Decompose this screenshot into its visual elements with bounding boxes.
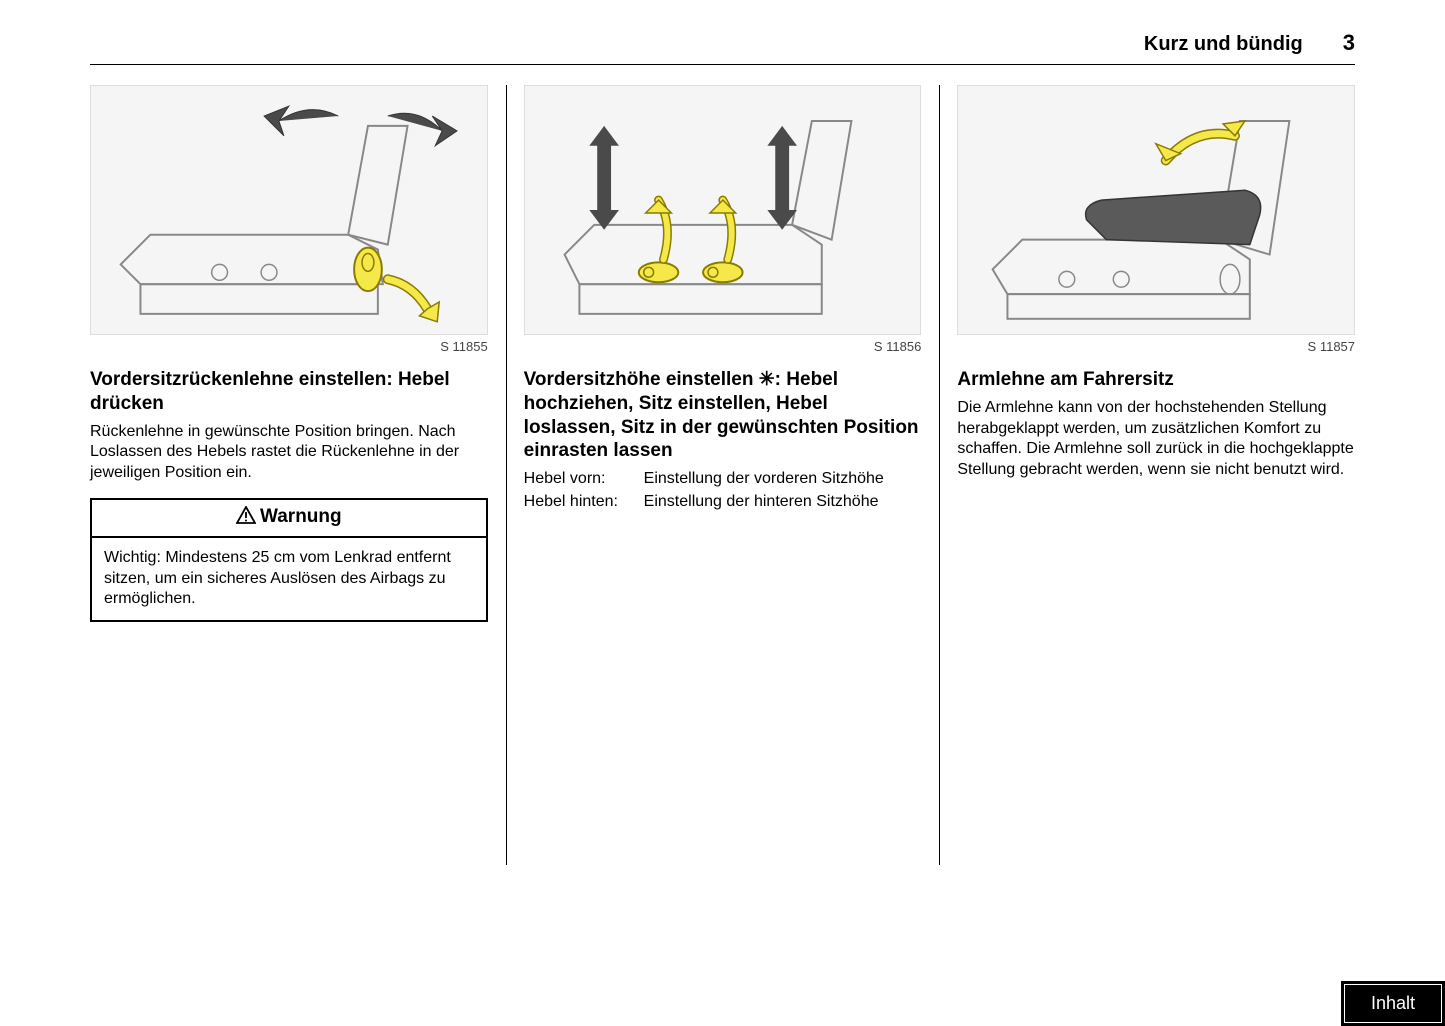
def-row: Hebel vorn: Einstellung der vorderen Sit… [524,469,922,490]
warning-box: Warnung Wichtig: Mindestens 25 cm vom Le… [90,498,488,622]
def-label: Hebel vorn: [524,469,644,490]
col1-body: Rückenlehne in gewünschte Position bring… [90,422,488,484]
column-3: S 11857 Armlehne am Fahrersitz Die Armle… [939,85,1355,622]
warning-title: Warnung [260,506,342,527]
col3-body: Die Armlehne kann von der hochstehenden … [957,398,1355,481]
col1-title: Vordersitzrückenlehne einstellen: Hebel … [90,368,488,416]
toc-button[interactable]: Inhalt [1341,981,1445,1026]
def-label: Hebel hinten: [524,492,644,513]
warning-header: Warnung [92,500,486,538]
warning-body: Wichtig: Mindestens 25 cm vom Lenkrad en… [92,538,486,620]
illustration-id: S 11857 [957,339,1355,354]
content-columns: S 11855 Vordersitzrückenlehne einstellen… [90,85,1355,622]
illustration-seat-height [524,85,922,335]
column-1: S 11855 Vordersitzrückenlehne einstellen… [90,85,506,622]
illustration-id: S 11856 [524,339,922,354]
illustration-seat-backrest [90,85,488,335]
section-title: Kurz und bündig [1144,33,1303,56]
page-number: 3 [1343,30,1355,56]
illustration-armrest [957,85,1355,335]
warning-triangle-icon [236,506,256,530]
def-value: Einstellung der hinteren Sitzhöhe [644,492,922,513]
def-row: Hebel hinten: Einstellung der hinteren S… [524,492,922,513]
def-value: Einstellung der vorderen Sitzhöhe [644,469,922,490]
col3-title: Armlehne am Fahrersitz [957,368,1355,392]
page-header: Kurz und bündig 3 [90,30,1355,65]
illustration-id: S 11855 [90,339,488,354]
col2-title: Vordersitzhöhe einstellen ✳: Hebel hochz… [524,368,922,463]
column-2: S 11856 Vordersitzhöhe einstellen ✳: Heb… [506,85,940,622]
definition-table: Hebel vorn: Einstellung der vorderen Sit… [524,469,922,513]
